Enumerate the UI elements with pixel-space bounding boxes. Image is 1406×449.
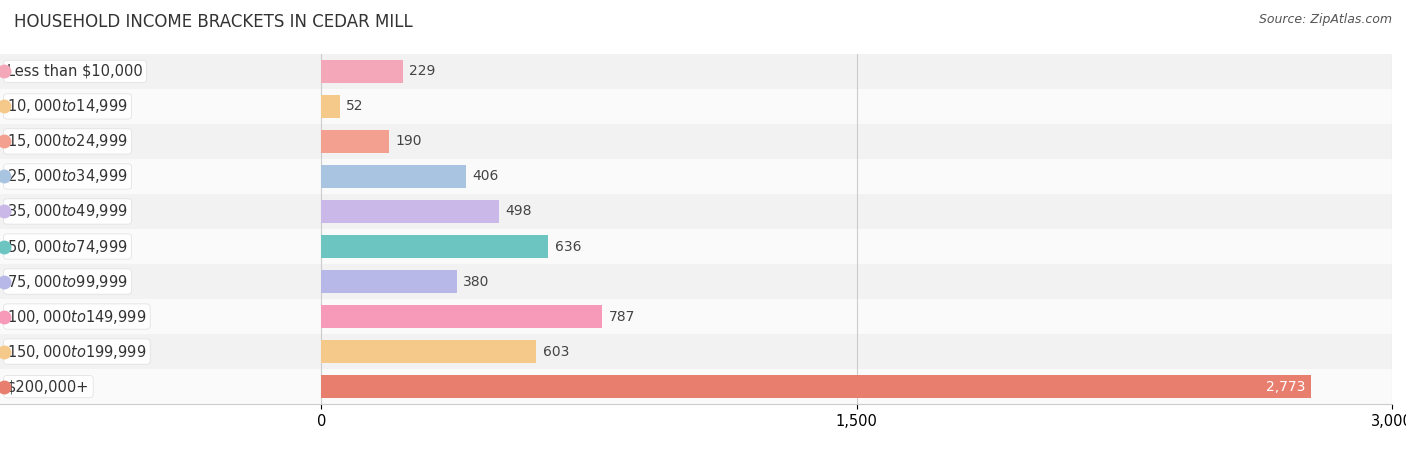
Bar xyxy=(0,54,1392,89)
Text: HOUSEHOLD INCOME BRACKETS IN CEDAR MILL: HOUSEHOLD INCOME BRACKETS IN CEDAR MILL xyxy=(14,13,413,31)
Bar xyxy=(0,369,1392,404)
Text: 787: 787 xyxy=(609,309,636,324)
Text: 498: 498 xyxy=(505,204,531,219)
Text: $200,000+: $200,000+ xyxy=(7,379,90,394)
Bar xyxy=(0,264,1392,299)
Bar xyxy=(0,334,1392,369)
Text: 2,773: 2,773 xyxy=(1267,379,1306,394)
Text: $150,000 to $199,999: $150,000 to $199,999 xyxy=(7,343,146,361)
Text: 603: 603 xyxy=(543,344,569,359)
Bar xyxy=(321,60,404,83)
Text: $15,000 to $24,999: $15,000 to $24,999 xyxy=(7,132,128,150)
Bar xyxy=(321,165,467,188)
Text: $75,000 to $99,999: $75,000 to $99,999 xyxy=(7,273,128,291)
Text: $50,000 to $74,999: $50,000 to $74,999 xyxy=(7,238,128,255)
Bar xyxy=(321,270,457,293)
Bar xyxy=(321,95,340,118)
Text: Source: ZipAtlas.com: Source: ZipAtlas.com xyxy=(1258,13,1392,26)
Bar xyxy=(321,235,548,258)
Text: 229: 229 xyxy=(409,64,436,79)
Bar xyxy=(321,200,499,223)
Bar xyxy=(321,130,389,153)
Text: 190: 190 xyxy=(395,134,422,149)
Bar xyxy=(0,89,1392,124)
Text: 406: 406 xyxy=(472,169,499,184)
Text: $100,000 to $149,999: $100,000 to $149,999 xyxy=(7,308,146,326)
Bar xyxy=(321,375,1310,398)
Text: 636: 636 xyxy=(554,239,581,254)
Bar xyxy=(0,299,1392,334)
Text: $10,000 to $14,999: $10,000 to $14,999 xyxy=(7,97,128,115)
Bar xyxy=(0,159,1392,194)
Bar xyxy=(0,229,1392,264)
Text: 380: 380 xyxy=(463,274,489,289)
Text: 52: 52 xyxy=(346,99,364,114)
Text: $25,000 to $34,999: $25,000 to $34,999 xyxy=(7,167,128,185)
Text: Less than $10,000: Less than $10,000 xyxy=(7,64,143,79)
Bar xyxy=(321,305,602,328)
Bar xyxy=(321,340,537,363)
Bar xyxy=(0,194,1392,229)
Bar xyxy=(0,124,1392,159)
Text: $35,000 to $49,999: $35,000 to $49,999 xyxy=(7,202,128,220)
